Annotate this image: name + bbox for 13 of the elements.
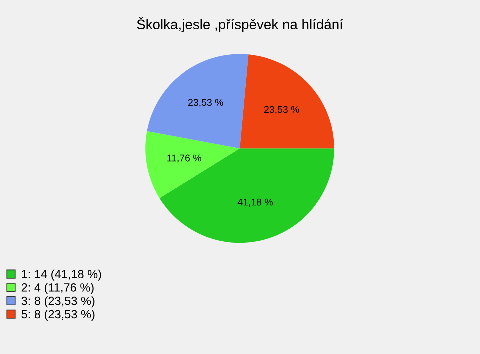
legend-label: 2: 4 (11,76 %): [22, 283, 94, 294]
chart-title: Školka,jesle ,příspěvek na hlídání: [137, 17, 344, 32]
pie-slice: [146, 131, 240, 198]
legend-label: 5: 8 (23,53 %): [22, 310, 95, 321]
pie-slice: [240, 54, 334, 149]
data-label: 23,53 %: [188, 99, 224, 108]
pie-slice: [147, 54, 249, 149]
pie-slice: [160, 148, 334, 244]
legend-label: 1: 14 (41,18 %): [22, 270, 102, 281]
data-label: 23,53 %: [264, 106, 300, 114]
data-label: 41,18 %: [238, 198, 273, 207]
legend-label: 3: 8 (23,53 %): [22, 296, 95, 308]
data-label: 11,76 %: [168, 154, 202, 163]
